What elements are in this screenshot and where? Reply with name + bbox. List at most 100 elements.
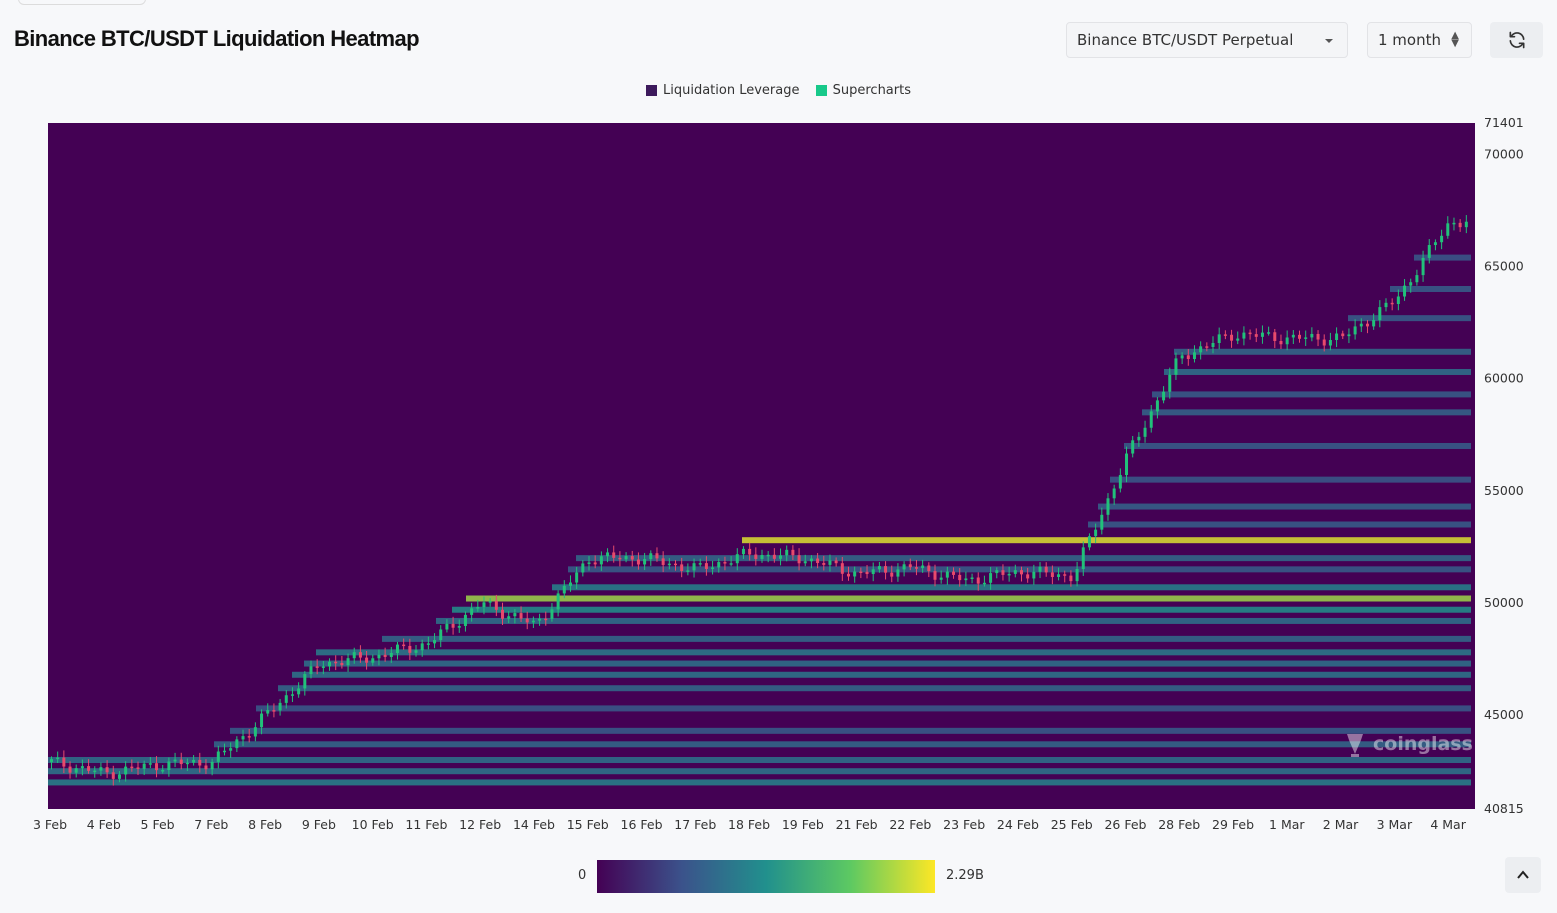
candle-body	[334, 661, 338, 664]
x-tick-label: 26 Feb	[1104, 817, 1146, 832]
candle-body	[1094, 529, 1098, 537]
liquidation-band	[278, 685, 1471, 692]
refresh-icon	[1509, 31, 1524, 49]
candle-body	[136, 767, 140, 769]
candle-body	[1230, 334, 1234, 341]
chevron-up-icon	[1517, 870, 1529, 879]
legend-item-liquidation-leverage[interactable]: Liquidation Leverage	[646, 83, 799, 98]
x-tick-label: 21 Feb	[836, 817, 878, 832]
candle-body	[1310, 333, 1314, 338]
updown-icon: ▲ ▼	[1451, 30, 1459, 49]
candle-body	[741, 548, 745, 555]
scroll-top-button[interactable]	[1505, 857, 1541, 893]
candle-body	[377, 654, 381, 659]
candle-body	[56, 757, 60, 760]
x-tick-label: 11 Feb	[405, 817, 447, 832]
chart-legend: Liquidation Leverage Supercharts	[0, 83, 1557, 100]
page-title: Binance BTC/USDT Liquidation Heatmap	[14, 26, 420, 51]
candle-body	[1199, 346, 1203, 353]
candle-body	[204, 765, 208, 770]
x-tick-label: 18 Feb	[728, 817, 770, 832]
candle-body	[1378, 307, 1382, 321]
candle-body	[155, 763, 159, 771]
candle-body	[593, 562, 597, 565]
candle-body	[544, 618, 548, 621]
candle-body	[1347, 334, 1351, 337]
candle-body	[278, 702, 282, 711]
candle-body	[1236, 338, 1240, 341]
x-tick-label: 4 Mar	[1430, 817, 1466, 832]
candle-body	[253, 727, 257, 737]
candle-body	[1390, 302, 1394, 305]
candle-body	[958, 574, 962, 581]
candle-body	[1254, 334, 1258, 337]
watermark-text: coinglass	[1373, 733, 1473, 755]
candle-body	[1118, 475, 1122, 489]
legend-swatch	[646, 85, 657, 96]
candle-body	[803, 561, 807, 564]
candle-body	[1155, 400, 1159, 412]
candle-body	[235, 739, 239, 749]
candle-body	[921, 565, 925, 569]
candle-body	[389, 653, 393, 657]
candle-body	[371, 658, 375, 663]
x-tick-label: 5 Feb	[141, 817, 175, 832]
candle-body	[222, 750, 226, 753]
candle-body	[266, 710, 270, 714]
candle-body	[1081, 547, 1085, 570]
candle-body	[525, 618, 529, 623]
candle-body	[1162, 391, 1166, 401]
candle-body	[877, 566, 881, 570]
candle-body	[414, 650, 418, 653]
candle-body	[791, 549, 795, 556]
candle-body	[445, 623, 449, 630]
candle-body	[1075, 569, 1079, 582]
candle-body	[315, 666, 319, 668]
liquidation-band	[1348, 315, 1471, 322]
legend-label: Supercharts	[832, 83, 911, 98]
candle-body	[1087, 536, 1091, 548]
candle-body	[630, 556, 634, 560]
liquidation-band	[568, 566, 1471, 573]
candle-body	[846, 573, 850, 577]
candle-body	[1217, 334, 1221, 344]
candle-body	[1464, 221, 1468, 228]
x-tick-label: 22 Feb	[889, 817, 931, 832]
candle-body	[352, 652, 356, 659]
candle-body	[247, 736, 251, 738]
candle-body	[439, 629, 443, 641]
candle-body	[704, 563, 708, 569]
candle-body	[964, 578, 968, 581]
candle-body	[1223, 334, 1227, 336]
candle-body	[982, 582, 986, 585]
x-tick-label: 4 Feb	[87, 817, 121, 832]
candle-body	[1019, 570, 1023, 575]
candle-body	[1131, 440, 1135, 454]
legend-item-supercharts[interactable]: Supercharts	[815, 83, 911, 98]
candle-body	[1304, 337, 1308, 339]
color-scale-min: 0	[578, 868, 587, 883]
candle-body	[1316, 333, 1320, 340]
color-scale-bar	[597, 860, 935, 893]
candle-body	[1026, 574, 1030, 579]
candle-body	[501, 609, 505, 619]
candle-body	[494, 601, 498, 610]
candle-body	[587, 562, 591, 564]
candle-body	[1291, 334, 1295, 338]
pair-select[interactable]: Binance BTC/USDT Perpetual	[1066, 22, 1348, 58]
candle-body	[933, 571, 937, 580]
candle-body	[1273, 332, 1277, 341]
liquidation-band	[1098, 503, 1471, 510]
candle-body	[1328, 340, 1332, 346]
candle-body	[1458, 222, 1462, 228]
candle-body	[952, 571, 956, 575]
candle-body	[1100, 514, 1104, 530]
refresh-button[interactable]	[1490, 22, 1543, 58]
candle-body	[1149, 411, 1153, 428]
candle-body	[649, 553, 653, 560]
candle-body	[834, 560, 838, 564]
range-select[interactable]: 1 month ▲ ▼	[1367, 22, 1472, 58]
candle-body	[1421, 257, 1425, 276]
candle-body	[865, 571, 869, 575]
